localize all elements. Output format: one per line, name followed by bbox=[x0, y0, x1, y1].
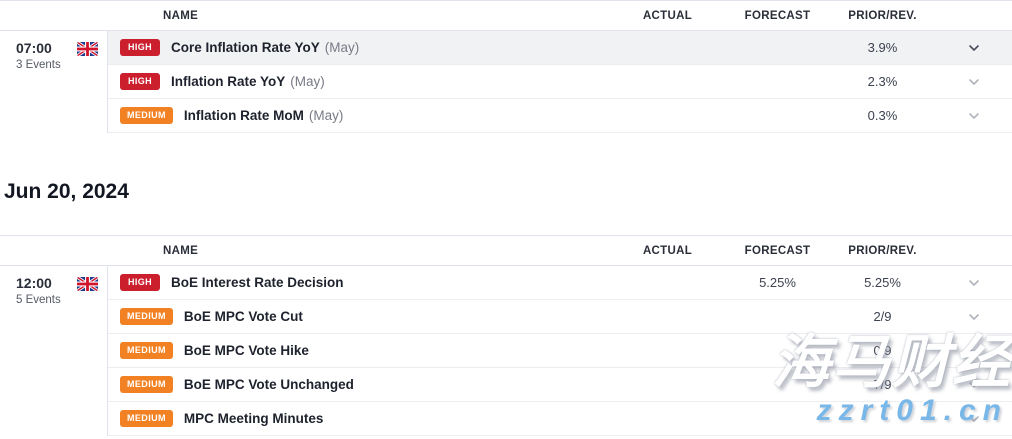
prior-value: 0.3% bbox=[867, 108, 898, 123]
event-name: BoE Interest Rate Decision bbox=[171, 275, 344, 290]
chevron-down-icon bbox=[968, 44, 979, 51]
column-header-prior: PRIOR/REV. bbox=[848, 244, 917, 257]
event-name-cell: MEDIUM BoE MPC Vote Unchanged bbox=[108, 376, 610, 393]
event-name: Inflation Rate YoY bbox=[171, 74, 286, 89]
event-name-cell: HIGH Core Inflation Rate YoY (May) bbox=[108, 39, 610, 56]
importance-badge: MEDIUM bbox=[120, 107, 173, 124]
date-heading: Jun 20, 2024 bbox=[4, 180, 129, 203]
event-row[interactable]: MEDIUM BoE MPC Vote Cut 2/9 bbox=[108, 300, 1012, 334]
calendar-section-jun19: NAME ACTUAL FORECAST PRIOR/REV. 07:00 3 … bbox=[0, 0, 1012, 133]
uk-flag-icon bbox=[77, 277, 98, 291]
column-header-name: NAME bbox=[163, 244, 199, 257]
event-name-cell: HIGH BoE Interest Rate Decision bbox=[108, 274, 610, 291]
event-row[interactable]: HIGH Core Inflation Rate YoY (May) 3.9% bbox=[108, 31, 1012, 65]
event-row[interactable]: MEDIUM Inflation Rate MoM (May) 0.3% bbox=[108, 99, 1012, 133]
importance-badge: HIGH bbox=[120, 274, 160, 291]
expand-row-button[interactable] bbox=[935, 40, 1012, 56]
event-name-cell: MEDIUM Inflation Rate MoM (May) bbox=[108, 107, 610, 124]
event-period: (May) bbox=[290, 74, 325, 89]
column-header-name: NAME bbox=[163, 9, 199, 22]
expand-row-button[interactable] bbox=[935, 74, 1012, 90]
calendar-section-jun20: NAME ACTUAL FORECAST PRIOR/REV. 12:00 5 … bbox=[0, 235, 1012, 436]
importance-badge: HIGH bbox=[120, 73, 160, 90]
chevron-down-icon bbox=[968, 112, 979, 119]
expand-row-button[interactable] bbox=[935, 411, 1012, 427]
event-name-cell: MEDIUM BoE MPC Vote Cut bbox=[108, 308, 610, 325]
expand-row-button[interactable] bbox=[935, 275, 1012, 291]
event-row[interactable]: MEDIUM MPC Meeting Minutes bbox=[108, 402, 1012, 436]
event-name: Inflation Rate MoM bbox=[183, 108, 304, 123]
chevron-down-icon bbox=[968, 279, 979, 286]
prior-value: 0/9 bbox=[873, 343, 892, 358]
column-header-actual: ACTUAL bbox=[642, 9, 693, 22]
column-header-prior: PRIOR/REV. bbox=[848, 9, 917, 22]
event-name-cell: MEDIUM BoE MPC Vote Hike bbox=[108, 342, 610, 359]
event-period: (May) bbox=[324, 40, 360, 55]
event-name: Core Inflation Rate YoY bbox=[171, 40, 320, 55]
prior-value: 3.9% bbox=[867, 40, 898, 55]
event-name-cell: HIGH Inflation Rate YoY (May) bbox=[108, 73, 610, 90]
event-name: MPC Meeting Minutes bbox=[183, 411, 324, 426]
importance-badge: HIGH bbox=[120, 39, 160, 56]
event-name: BoE MPC Vote Cut bbox=[183, 309, 303, 324]
importance-badge: MEDIUM bbox=[120, 308, 173, 325]
column-header-actual: ACTUAL bbox=[642, 244, 693, 257]
prior-value: 2/9 bbox=[873, 309, 892, 324]
uk-flag-icon bbox=[77, 42, 98, 56]
importance-badge: MEDIUM bbox=[120, 342, 173, 359]
events-count: 3 Events bbox=[16, 59, 61, 71]
expand-row-button[interactable] bbox=[935, 309, 1012, 325]
chevron-down-icon bbox=[968, 415, 979, 422]
event-period: (May) bbox=[308, 108, 344, 123]
prior-value: 7/9 bbox=[873, 377, 892, 392]
event-row[interactable]: MEDIUM BoE MPC Vote Hike 0/9 bbox=[108, 334, 1012, 368]
table-header: NAME ACTUAL FORECAST PRIOR/REV. bbox=[0, 235, 1012, 266]
importance-badge: MEDIUM bbox=[120, 376, 173, 393]
event-row[interactable]: MEDIUM BoE MPC Vote Unchanged 7/9 bbox=[108, 368, 1012, 402]
chevron-down-icon bbox=[968, 313, 979, 320]
event-row[interactable]: HIGH BoE Interest Rate Decision 5.25% 5.… bbox=[108, 266, 1012, 300]
event-name-cell: MEDIUM MPC Meeting Minutes bbox=[108, 410, 610, 427]
event-name: BoE MPC Vote Hike bbox=[183, 343, 309, 358]
chevron-down-icon bbox=[968, 347, 979, 354]
prior-value: 2.3% bbox=[867, 74, 898, 89]
event-row[interactable]: HIGH Inflation Rate YoY (May) 2.3% bbox=[108, 65, 1012, 99]
column-header-forecast: FORECAST bbox=[744, 244, 811, 257]
forecast-value: 5.25% bbox=[759, 275, 796, 290]
event-time: 12:00 bbox=[16, 275, 52, 291]
table-header: NAME ACTUAL FORECAST PRIOR/REV. bbox=[0, 0, 1012, 31]
expand-row-button[interactable] bbox=[935, 377, 1012, 393]
chevron-down-icon bbox=[968, 381, 979, 388]
importance-badge: MEDIUM bbox=[120, 410, 173, 427]
prior-value: 5.25% bbox=[864, 275, 901, 290]
column-header-forecast: FORECAST bbox=[744, 9, 811, 22]
event-time: 07:00 bbox=[16, 40, 52, 56]
expand-row-button[interactable] bbox=[935, 343, 1012, 359]
chevron-down-icon bbox=[968, 78, 979, 85]
time-group: 12:00 5 Events bbox=[0, 266, 108, 436]
expand-row-button[interactable] bbox=[935, 108, 1012, 124]
event-name: BoE MPC Vote Unchanged bbox=[183, 377, 354, 392]
events-count: 5 Events bbox=[16, 294, 61, 306]
time-group: 07:00 3 Events bbox=[0, 31, 108, 133]
